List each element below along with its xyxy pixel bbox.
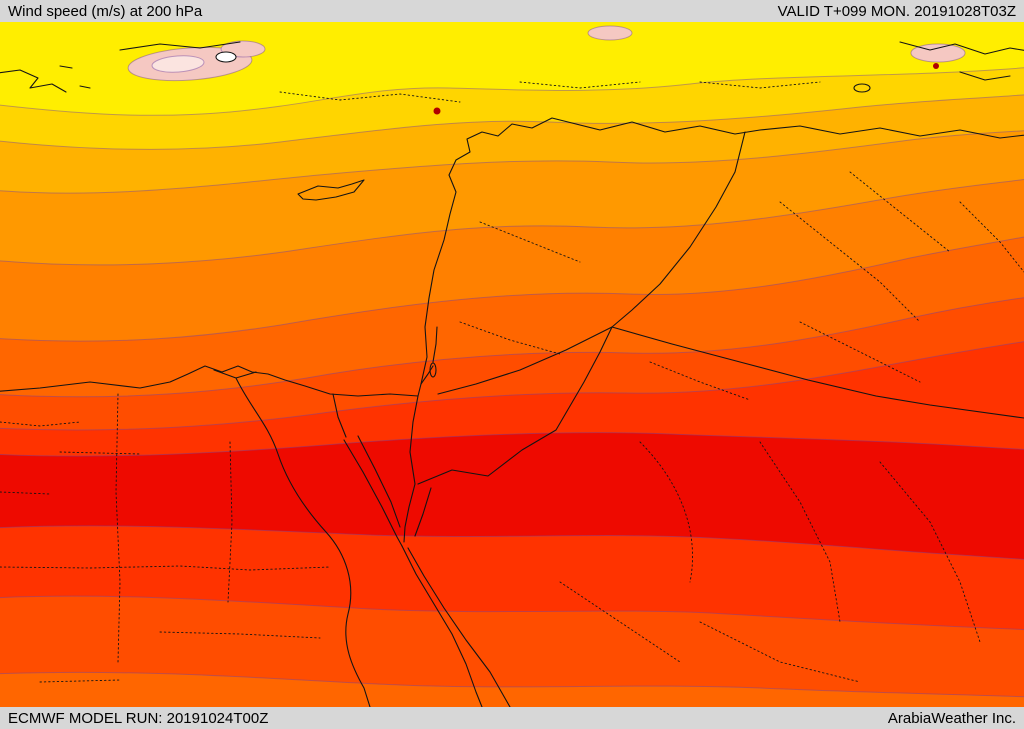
valid-time-label: VALID T+099 MON. 20191028T03Z [777,2,1016,20]
admin-line [459,221,751,401]
admin-boundaries [0,81,1024,683]
admin-line [39,451,321,683]
admin-line [559,581,861,683]
coastline [0,117,1024,397]
country-borders [0,41,1024,707]
coastline [0,41,241,93]
admin-line [639,441,693,583]
nile-river [213,369,371,707]
border-line [611,131,746,328]
coastline [899,41,1024,81]
border-line [417,326,613,485]
admin-line [759,441,841,623]
admin-line [799,321,921,383]
border-line [611,326,1024,419]
admin-line [849,171,1024,273]
map-area [0,22,1024,707]
coastline [332,393,403,547]
model-run-label: ECMWF MODEL RUN: 20191024T00Z [8,709,269,727]
dead-sea [429,362,437,378]
red-marker [433,107,441,115]
admin-line [227,441,233,603]
header-bar: Wind speed (m/s) at 200 hPa VALID T+099 … [0,0,1024,22]
admin-line [115,393,121,663]
coastline [401,545,511,707]
map-title: Wind speed (m/s) at 200 hPa [8,2,203,20]
lake [853,83,871,93]
map-canvas [0,22,1024,707]
weak-wind-patch-core [151,55,205,73]
wind-speed-bands [0,22,1024,707]
weak-wind-patch [587,25,633,41]
coastline [403,483,432,543]
admin-line [0,565,331,571]
border-line [409,326,438,485]
footer-bar: ECMWF MODEL RUN: 20191024T00Z ArabiaWeat… [0,707,1024,729]
credit-label: ArabiaWeather Inc. [887,709,1016,727]
admin-line [779,201,921,323]
lake [215,51,237,63]
red-marker [933,63,939,69]
cyprus-island [297,179,365,201]
admin-line [879,461,981,643]
admin-line [279,81,821,103]
point-markers [433,63,939,115]
wind-band [0,671,1024,707]
admin-line [0,421,81,495]
border-line [437,326,613,395]
